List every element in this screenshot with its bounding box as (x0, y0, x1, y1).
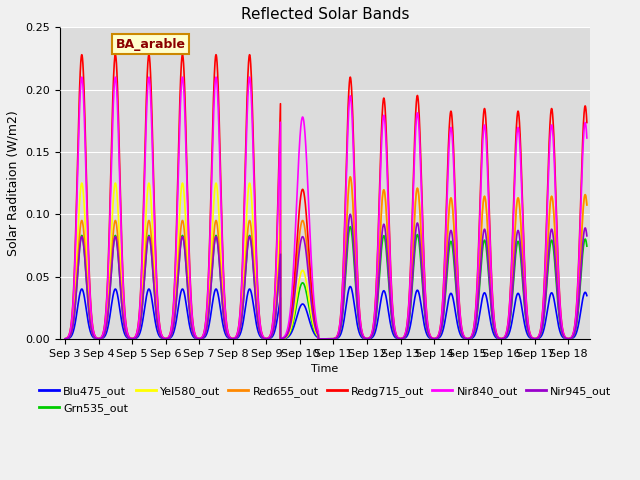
Text: BA_arable: BA_arable (116, 37, 186, 50)
Legend: Blu475_out, Grn535_out, Yel580_out, Red655_out, Redg715_out, Nir840_out, Nir945_: Blu475_out, Grn535_out, Yel580_out, Red6… (35, 382, 616, 418)
X-axis label: Time: Time (312, 364, 339, 374)
Y-axis label: Solar Raditaion (W/m2): Solar Raditaion (W/m2) (7, 110, 20, 256)
Title: Reflected Solar Bands: Reflected Solar Bands (241, 7, 410, 22)
